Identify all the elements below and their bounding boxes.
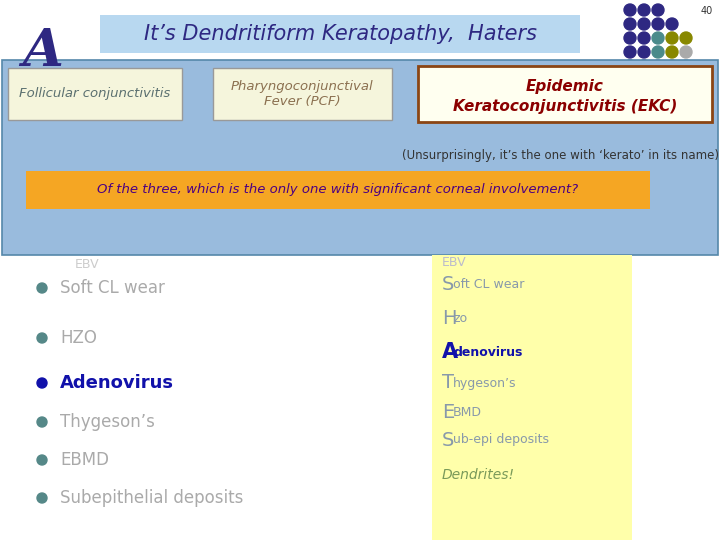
FancyBboxPatch shape (100, 15, 580, 53)
Text: Of the three, which is the only one with significant corneal involvement?: Of the three, which is the only one with… (97, 184, 579, 197)
Text: EBMD: EBMD (60, 451, 109, 469)
Text: T: T (442, 374, 454, 393)
Text: E: E (442, 402, 454, 422)
Circle shape (638, 46, 650, 58)
Text: H: H (442, 308, 456, 327)
Circle shape (666, 46, 678, 58)
Circle shape (680, 32, 692, 44)
Text: Keratoconjunctivitis (EKC): Keratoconjunctivitis (EKC) (453, 99, 678, 114)
Circle shape (680, 60, 692, 72)
Circle shape (666, 32, 678, 44)
Circle shape (624, 60, 636, 72)
Text: hygeson’s: hygeson’s (453, 376, 516, 389)
Text: oft CL wear: oft CL wear (453, 279, 524, 292)
Circle shape (652, 18, 664, 30)
Text: S: S (442, 275, 454, 294)
Circle shape (652, 60, 664, 72)
FancyBboxPatch shape (432, 255, 632, 540)
FancyBboxPatch shape (8, 68, 182, 120)
Text: It’s Dendritiform Keratopathy,  Haters: It’s Dendritiform Keratopathy, Haters (143, 24, 536, 44)
Text: A: A (442, 342, 458, 362)
Text: Pharyngoconjunctival
Fever (PCF): Pharyngoconjunctival Fever (PCF) (230, 80, 373, 108)
Circle shape (37, 333, 47, 343)
Text: 40: 40 (701, 6, 713, 16)
Text: S: S (442, 430, 454, 449)
Circle shape (666, 18, 678, 30)
Circle shape (37, 283, 47, 293)
Text: EBV: EBV (75, 259, 99, 272)
Text: Dendrites!: Dendrites! (442, 468, 515, 482)
Circle shape (624, 18, 636, 30)
Text: denovirus: denovirus (454, 346, 523, 359)
Text: ub-epi deposits: ub-epi deposits (453, 434, 549, 447)
Circle shape (638, 32, 650, 44)
Circle shape (624, 4, 636, 16)
Circle shape (652, 32, 664, 44)
Circle shape (652, 46, 664, 58)
Text: HZO: HZO (60, 329, 97, 347)
Text: Subepithelial deposits: Subepithelial deposits (60, 489, 243, 507)
Circle shape (37, 455, 47, 465)
Text: Epidemic: Epidemic (526, 78, 604, 93)
Text: zo: zo (453, 312, 467, 325)
FancyBboxPatch shape (2, 60, 718, 255)
Circle shape (638, 18, 650, 30)
Circle shape (638, 4, 650, 16)
Circle shape (652, 4, 664, 16)
FancyBboxPatch shape (213, 68, 392, 120)
FancyBboxPatch shape (418, 66, 712, 122)
Text: BMD: BMD (453, 406, 482, 419)
Text: EBV: EBV (442, 256, 467, 269)
Text: Thygeson’s: Thygeson’s (60, 413, 155, 431)
Circle shape (638, 60, 650, 72)
Circle shape (37, 417, 47, 427)
Circle shape (680, 46, 692, 58)
Circle shape (37, 493, 47, 503)
Circle shape (37, 378, 47, 388)
Text: Follicular conjunctivitis: Follicular conjunctivitis (19, 87, 171, 100)
Circle shape (624, 46, 636, 58)
Circle shape (666, 60, 678, 72)
FancyBboxPatch shape (26, 171, 650, 209)
Text: Soft CL wear: Soft CL wear (60, 279, 165, 297)
Circle shape (624, 32, 636, 44)
Text: A: A (22, 26, 63, 78)
Text: Adenovirus: Adenovirus (60, 374, 174, 392)
Text: (Unsurprisingly, it’s the one with ‘kerato’ in its name): (Unsurprisingly, it’s the one with ‘kera… (402, 148, 719, 161)
